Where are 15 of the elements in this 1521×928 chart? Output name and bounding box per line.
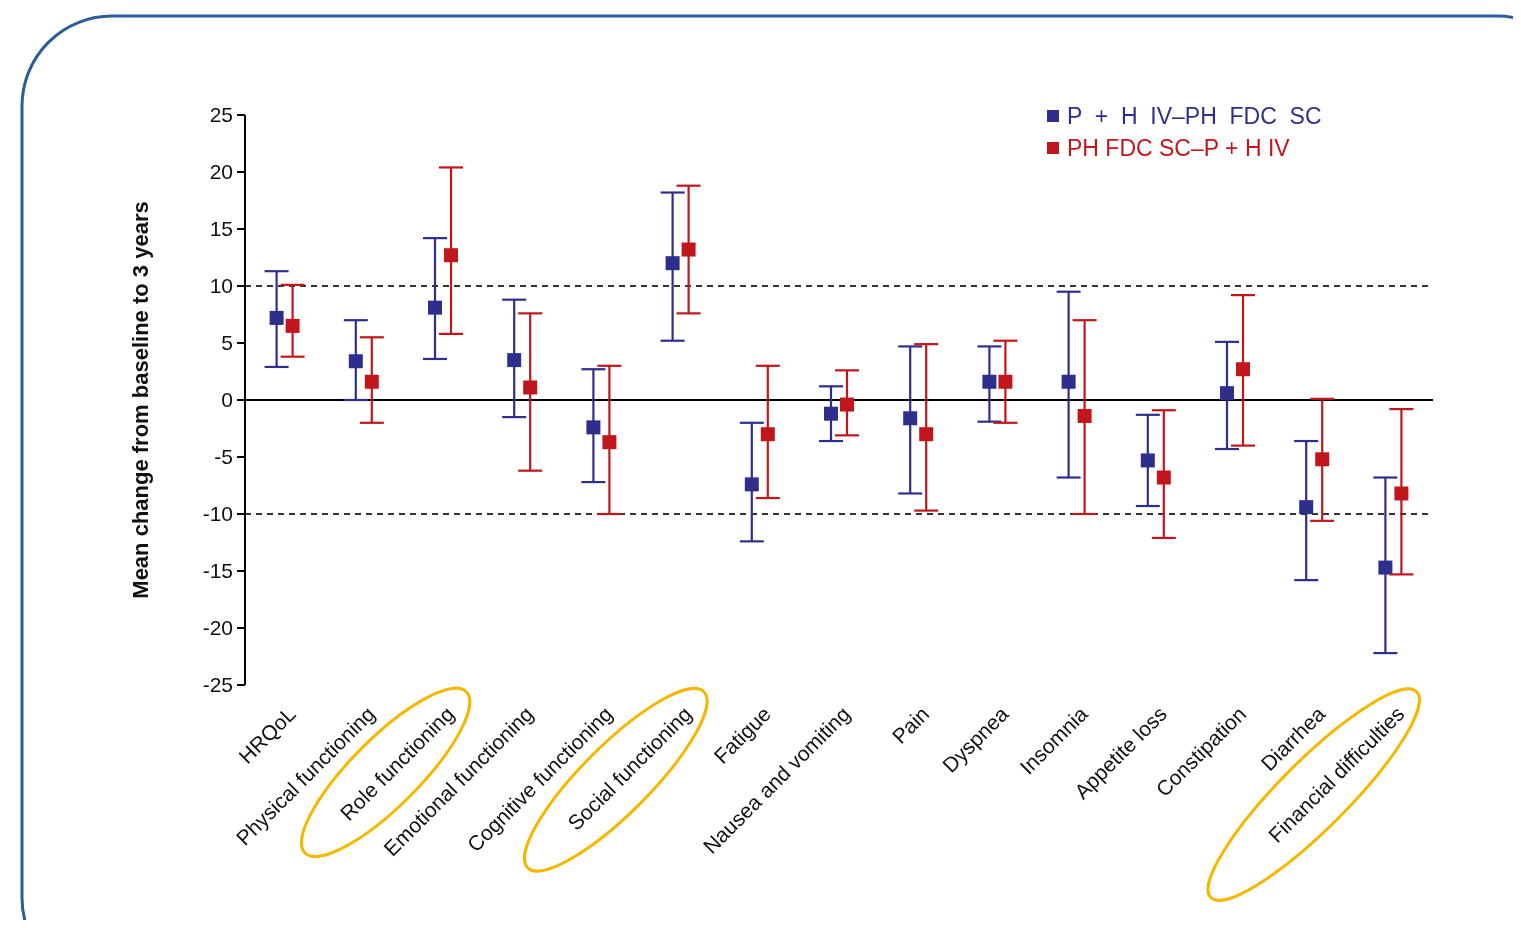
y-tick-label: -25 bbox=[202, 673, 233, 697]
y-tick-label: 10 bbox=[209, 274, 233, 298]
y-tick-label: -20 bbox=[202, 616, 233, 640]
y-tick-label: -15 bbox=[202, 559, 233, 583]
y-tick-label: -10 bbox=[202, 502, 233, 526]
y-tick-label: 25 bbox=[209, 103, 233, 127]
y-tick-label: -5 bbox=[214, 445, 233, 469]
y-tick-label: 0 bbox=[221, 388, 233, 412]
y-tick-label: 15 bbox=[209, 217, 233, 241]
y-axis-title: Mean change from baseline to 3 years bbox=[128, 201, 153, 599]
legend-label: P + H IV–PH FDC SC bbox=[1067, 103, 1322, 130]
y-tick-label: 20 bbox=[209, 160, 233, 184]
legend-label: PH FDC SC–P + H IV bbox=[1067, 135, 1291, 162]
x-tick-label: Pain bbox=[887, 701, 934, 748]
y-tick-label: 5 bbox=[221, 331, 233, 355]
